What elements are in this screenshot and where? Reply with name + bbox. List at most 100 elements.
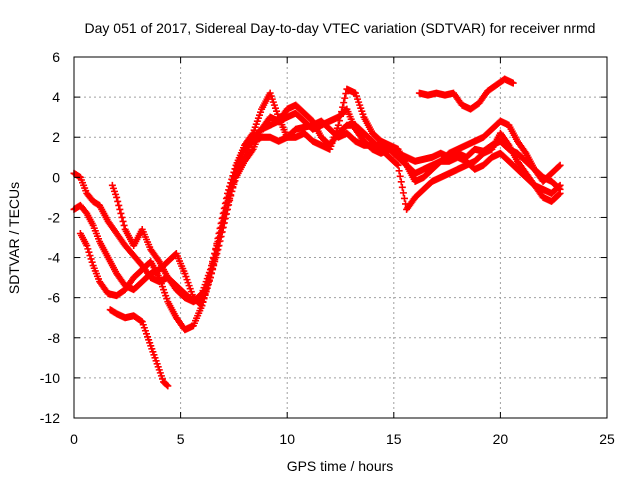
- data-point: [118, 213, 126, 221]
- data-point: [206, 274, 214, 282]
- y-tick-label: -12: [40, 410, 60, 426]
- data-point: [212, 254, 220, 262]
- data-point: [88, 258, 96, 266]
- data-point: [340, 99, 348, 107]
- data-point: [393, 160, 401, 168]
- x-tick-label: 20: [493, 431, 509, 447]
- y-tick-label: -4: [48, 250, 61, 266]
- data-point: [221, 214, 229, 222]
- data-point: [398, 183, 406, 191]
- data-point: [214, 246, 222, 254]
- data-point: [227, 192, 235, 200]
- x-tick-label: 0: [70, 431, 78, 447]
- x-tick-label: 5: [177, 431, 185, 447]
- data-point: [210, 262, 218, 270]
- data-point: [217, 232, 225, 240]
- y-tick-label: -8: [48, 330, 61, 346]
- data-point: [334, 121, 342, 129]
- data-point: [116, 205, 124, 213]
- data-point: [555, 190, 563, 198]
- data-point: [509, 79, 517, 87]
- data-point: [225, 186, 233, 194]
- data-point: [396, 172, 404, 180]
- data-point: [230, 178, 238, 186]
- data-point: [85, 248, 93, 256]
- y-tick-label: 4: [52, 89, 60, 105]
- data-point: [504, 140, 512, 148]
- data-point: [154, 256, 162, 264]
- data-point: [556, 189, 564, 197]
- data-point: [209, 266, 217, 274]
- data-point: [115, 201, 123, 209]
- data-point: [342, 90, 350, 98]
- y-tick-label: 6: [52, 49, 60, 65]
- data-point: [339, 103, 347, 111]
- data-point: [394, 161, 402, 169]
- x-tick-label: 10: [279, 431, 295, 447]
- series-track-f: [415, 75, 517, 113]
- plot-frame: [73, 56, 608, 419]
- series-track-c: [76, 85, 564, 334]
- x-axis-label: GPS time / hours: [287, 458, 394, 474]
- data-point: [228, 187, 236, 195]
- data-point: [400, 194, 408, 202]
- data-point: [84, 245, 92, 253]
- data-point: [226, 196, 234, 204]
- data-point: [337, 112, 344, 120]
- data-point: [220, 219, 228, 227]
- data-point: [335, 117, 343, 125]
- data-point: [248, 147, 256, 155]
- data-point: [216, 224, 224, 232]
- y-tick-label: 2: [52, 129, 60, 145]
- data-point: [117, 209, 125, 217]
- y-axis-label: SDTVAR / TECUs: [6, 182, 22, 294]
- data-point: [198, 302, 206, 310]
- data-point: [87, 255, 95, 263]
- data-point: [215, 242, 223, 250]
- data-point: [163, 381, 171, 389]
- data-point: [555, 162, 563, 170]
- series-track-d: [108, 101, 564, 306]
- data-point: [397, 178, 405, 186]
- data-point: [222, 210, 230, 218]
- data-point: [395, 167, 403, 175]
- data-point: [221, 199, 229, 207]
- data-point: [341, 94, 349, 102]
- data-point: [555, 182, 563, 190]
- data-point: [120, 221, 128, 229]
- data-point: [213, 250, 221, 258]
- data-point: [225, 201, 233, 209]
- data-point: [556, 161, 564, 169]
- x-tick-label: 25: [599, 431, 615, 447]
- data-point: [219, 223, 227, 231]
- series-track-e: [106, 306, 172, 390]
- data-point: [119, 217, 127, 225]
- data-point: [208, 270, 216, 278]
- data-point: [224, 205, 232, 213]
- data-point: [114, 197, 122, 205]
- data-point: [164, 382, 172, 390]
- data-point: [556, 181, 564, 189]
- data-point: [231, 174, 239, 182]
- data-point: [86, 252, 94, 260]
- data-point: [399, 189, 407, 197]
- data-point: [113, 193, 121, 201]
- data-point: [218, 228, 226, 236]
- data-point: [338, 108, 346, 116]
- data-point: [220, 204, 228, 212]
- chart-title: Day 051 of 2017, Sidereal Day-to-day VTE…: [85, 20, 596, 36]
- data-point: [83, 242, 91, 250]
- y-tick-label: -6: [48, 290, 61, 306]
- y-tick-label: -10: [40, 370, 60, 386]
- data-point: [229, 183, 237, 191]
- data-point: [211, 258, 219, 266]
- y-tick-label: 0: [52, 169, 60, 185]
- tick-layer: 0 5 10 15 20 25 -12 -10 -8 -6 -4 -2 0 2 4 6: [40, 49, 615, 447]
- x-tick-label: 15: [386, 431, 402, 447]
- data-point: [521, 148, 529, 156]
- data-point: [216, 237, 224, 245]
- series-layer: [70, 75, 564, 390]
- y-tick-label: -2: [48, 209, 61, 225]
